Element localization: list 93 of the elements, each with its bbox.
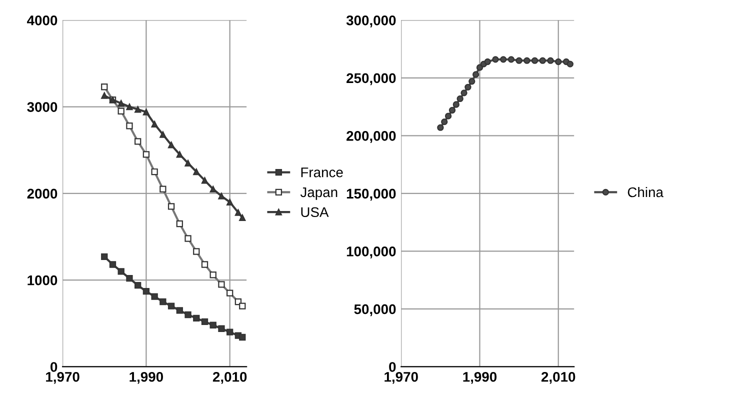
point bbox=[468, 78, 476, 85]
point bbox=[193, 248, 200, 255]
x-tick-label: 2,010 bbox=[212, 372, 247, 384]
point bbox=[201, 261, 208, 268]
point bbox=[555, 58, 562, 66]
point bbox=[239, 302, 246, 310]
point bbox=[234, 209, 242, 216]
point bbox=[168, 302, 175, 310]
point bbox=[516, 57, 522, 64]
point bbox=[492, 56, 499, 63]
point bbox=[441, 118, 448, 126]
point bbox=[118, 108, 124, 114]
point bbox=[118, 100, 124, 107]
point bbox=[531, 57, 538, 64]
point bbox=[226, 328, 234, 336]
y-tick-label: 250,000 bbox=[346, 73, 396, 86]
point bbox=[193, 168, 200, 176]
point bbox=[142, 288, 150, 295]
point bbox=[134, 138, 142, 145]
point bbox=[218, 325, 225, 332]
y-tick-label: 1000 bbox=[28, 275, 58, 286]
point bbox=[460, 90, 468, 96]
legend-label: Japan bbox=[300, 187, 338, 200]
point bbox=[184, 235, 192, 242]
point bbox=[508, 56, 515, 63]
point bbox=[126, 103, 133, 110]
point bbox=[210, 186, 216, 192]
point bbox=[142, 108, 150, 116]
point bbox=[210, 322, 216, 328]
y-tick-label: 100,000 bbox=[346, 246, 396, 258]
point bbox=[134, 282, 142, 289]
point bbox=[500, 56, 507, 63]
point bbox=[201, 318, 208, 326]
legend-label: USA bbox=[301, 207, 329, 218]
point bbox=[151, 120, 158, 128]
point bbox=[456, 95, 464, 102]
point bbox=[151, 293, 158, 300]
point bbox=[184, 311, 192, 318]
point bbox=[464, 84, 472, 90]
point bbox=[176, 151, 183, 158]
point bbox=[218, 281, 225, 288]
point bbox=[101, 84, 108, 90]
point bbox=[193, 314, 200, 322]
legend-label: China bbox=[628, 186, 664, 198]
y-tick-label: 0 bbox=[389, 362, 396, 372]
point bbox=[226, 198, 234, 206]
point bbox=[176, 307, 183, 314]
point bbox=[226, 290, 234, 296]
y-tick-label: 50,000 bbox=[354, 304, 396, 316]
point bbox=[101, 253, 108, 260]
y-tick-label: 3000 bbox=[27, 102, 58, 112]
y-tick-label: 300,000 bbox=[346, 15, 396, 28]
point bbox=[160, 131, 166, 138]
point bbox=[444, 112, 452, 120]
y-tick-label: 200,000 bbox=[346, 131, 396, 143]
legend-label: France bbox=[301, 168, 343, 178]
point bbox=[151, 168, 158, 176]
x-tick-label: 1,970 bbox=[46, 372, 80, 384]
y-tick-label: 0 bbox=[50, 362, 58, 372]
point bbox=[109, 261, 116, 268]
point bbox=[218, 192, 225, 200]
point bbox=[134, 106, 142, 113]
point bbox=[201, 177, 208, 184]
point bbox=[484, 58, 491, 66]
point bbox=[101, 92, 108, 99]
point bbox=[239, 214, 246, 222]
point bbox=[126, 275, 133, 282]
x-tick-label: 1,970 bbox=[384, 372, 418, 384]
point bbox=[539, 57, 546, 64]
point bbox=[168, 142, 175, 148]
point bbox=[448, 106, 456, 114]
point bbox=[472, 71, 480, 78]
point bbox=[210, 272, 216, 278]
point bbox=[118, 268, 124, 275]
point bbox=[142, 151, 150, 158]
point bbox=[160, 186, 166, 192]
x-tick-label: 1,990 bbox=[130, 372, 164, 384]
point bbox=[547, 57, 554, 64]
point bbox=[168, 203, 175, 210]
x-tick-label: 2,010 bbox=[541, 372, 576, 384]
point bbox=[239, 334, 246, 341]
x-tick-label: 1,990 bbox=[463, 372, 497, 384]
point bbox=[437, 124, 444, 131]
y-tick-label: 4000 bbox=[27, 15, 58, 26]
point bbox=[126, 122, 133, 130]
y-tick-label: 150,000 bbox=[346, 188, 396, 201]
y-tick-label: 2000 bbox=[27, 188, 58, 199]
point bbox=[184, 160, 192, 166]
point bbox=[176, 220, 183, 228]
point bbox=[160, 298, 166, 306]
point bbox=[452, 101, 460, 108]
point bbox=[524, 57, 530, 64]
point bbox=[566, 60, 574, 68]
